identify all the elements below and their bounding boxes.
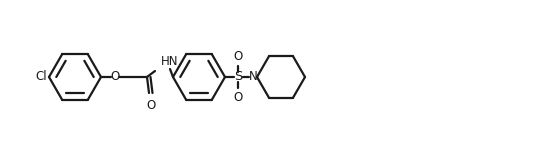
Text: O: O <box>233 50 243 63</box>
Text: HN: HN <box>161 55 179 68</box>
Text: N: N <box>249 71 257 84</box>
Text: O: O <box>110 71 119 84</box>
Text: O: O <box>146 99 155 112</box>
Text: O: O <box>233 91 243 104</box>
Text: Cl: Cl <box>36 71 47 84</box>
Text: S: S <box>234 71 242 84</box>
